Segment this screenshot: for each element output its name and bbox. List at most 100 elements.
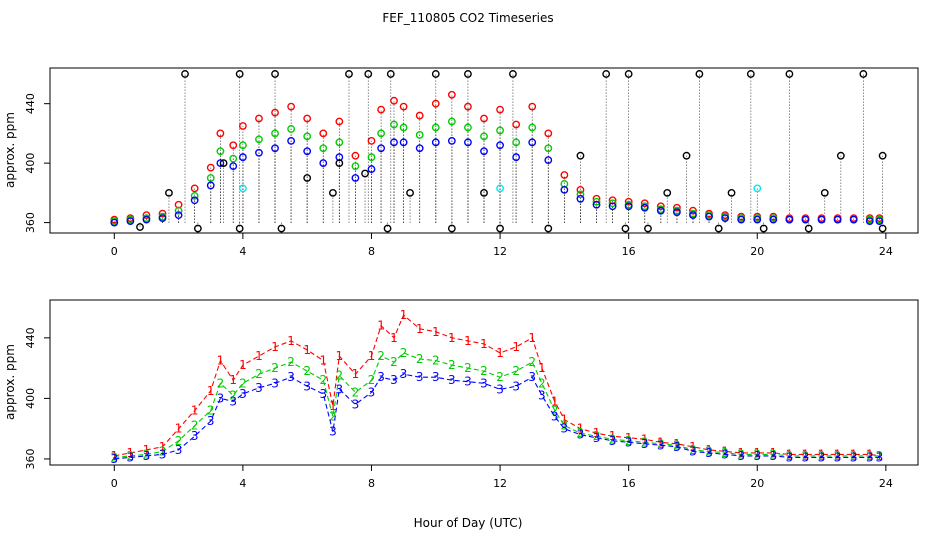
point-level-2 bbox=[464, 123, 472, 132]
series-marker-2: 2 bbox=[641, 435, 649, 449]
series-marker-3: 3 bbox=[336, 382, 344, 396]
point-raw-extremes bbox=[804, 224, 813, 233]
point-level-3 bbox=[287, 136, 296, 145]
point-raw-extremes bbox=[464, 70, 472, 78]
series-marker-2: 2 bbox=[207, 404, 215, 418]
point-level-1 bbox=[496, 105, 504, 114]
series-marker-3: 3 bbox=[271, 376, 279, 390]
point-level-1 bbox=[431, 99, 440, 108]
point-level-3 bbox=[271, 144, 279, 153]
series-marker-3: 3 bbox=[721, 447, 729, 461]
series-marker-1: 1 bbox=[303, 343, 311, 357]
series-marker-2: 2 bbox=[689, 443, 697, 457]
top-panel-ylabel: approx. ppm bbox=[3, 112, 17, 188]
point-level-3 bbox=[399, 138, 408, 147]
series-marker-1: 1 bbox=[159, 440, 167, 454]
series-marker-2: 2 bbox=[159, 444, 167, 458]
series-marker-1: 1 bbox=[143, 443, 151, 457]
series-marker-3: 3 bbox=[303, 379, 311, 393]
series-marker-2: 2 bbox=[876, 449, 884, 463]
series-marker-1: 1 bbox=[368, 349, 376, 363]
point-raw-extremes bbox=[181, 70, 189, 78]
series-marker-1: 1 bbox=[217, 354, 225, 368]
point-raw-extremes bbox=[431, 70, 440, 78]
point-outliers bbox=[496, 184, 504, 193]
point-raw-extremes bbox=[859, 70, 868, 78]
series-marker-3: 3 bbox=[110, 452, 118, 466]
series-marker-2: 2 bbox=[538, 376, 546, 390]
series-marker-3: 3 bbox=[802, 450, 810, 464]
point-raw-extremes bbox=[682, 151, 691, 160]
point-level-3 bbox=[158, 214, 167, 223]
point-raw-extremes bbox=[820, 188, 829, 197]
point-raw-extremes bbox=[496, 224, 504, 233]
series-marker-1: 1 bbox=[127, 446, 135, 460]
top-x-tick-label: 0 bbox=[111, 245, 118, 258]
series-marker-2: 2 bbox=[866, 449, 874, 463]
bottom-panel-ylabel: approx. ppm bbox=[3, 344, 17, 420]
point-raw-extremes bbox=[714, 224, 723, 233]
point-level-3 bbox=[367, 165, 376, 173]
series-marker-2: 2 bbox=[127, 449, 135, 463]
point-level-1 bbox=[544, 129, 553, 138]
series-marker-2: 2 bbox=[721, 446, 729, 460]
point-raw-extremes bbox=[644, 224, 652, 233]
point-level-3 bbox=[769, 215, 778, 224]
series-marker-1: 1 bbox=[377, 319, 385, 333]
point-raw-extremes bbox=[480, 188, 488, 197]
series-marker-2: 2 bbox=[336, 369, 344, 383]
point-level-2 bbox=[174, 206, 183, 215]
point-raw-extremes bbox=[785, 70, 794, 78]
point-level-1 bbox=[464, 102, 472, 111]
series-marker-1: 1 bbox=[689, 440, 697, 454]
series-marker-2: 2 bbox=[143, 447, 151, 461]
series-marker-2: 2 bbox=[480, 364, 488, 378]
point-level-2 bbox=[480, 132, 488, 141]
point-level-3 bbox=[206, 181, 215, 190]
bottom-x-tick-label: 24 bbox=[879, 477, 893, 490]
point-level-3 bbox=[319, 159, 328, 168]
series-marker-2: 2 bbox=[239, 376, 247, 390]
series-marker-3: 3 bbox=[207, 414, 215, 428]
point-raw-extremes bbox=[303, 174, 312, 182]
point-level-3 bbox=[303, 147, 312, 156]
point-level-1 bbox=[415, 111, 424, 120]
point-raw-extremes bbox=[193, 224, 202, 233]
bottom-y-tick-label: 360 bbox=[24, 448, 37, 469]
top-x-tick-label: 24 bbox=[879, 245, 893, 258]
point-level-2 bbox=[431, 123, 440, 132]
series-marker-3: 3 bbox=[538, 388, 546, 402]
series-marker-2: 2 bbox=[448, 358, 456, 372]
series-marker-2: 2 bbox=[818, 449, 826, 463]
series-marker-1: 1 bbox=[866, 447, 874, 461]
point-level-2 bbox=[576, 190, 585, 199]
series-marker-2: 2 bbox=[496, 370, 504, 384]
series-marker-2: 2 bbox=[770, 447, 778, 461]
point-raw-extremes bbox=[345, 70, 353, 78]
series-marker-3: 3 bbox=[287, 370, 295, 384]
series-marker-1: 1 bbox=[834, 447, 842, 461]
point-level-2 bbox=[544, 144, 553, 153]
series-marker-2: 2 bbox=[657, 437, 665, 451]
series-marker-2: 2 bbox=[352, 385, 360, 399]
point-raw-extremes bbox=[383, 224, 392, 233]
series-marker-1: 1 bbox=[352, 367, 360, 381]
point-raw-extremes bbox=[386, 70, 395, 78]
point-level-3 bbox=[875, 217, 884, 226]
point-level-2 bbox=[206, 174, 215, 182]
top-x-tick-label: 20 bbox=[750, 245, 764, 258]
point-level-1 bbox=[399, 102, 408, 111]
point-raw-extremes bbox=[544, 224, 553, 233]
bottom-x-tick-label: 8 bbox=[368, 477, 375, 490]
series-marker-3: 3 bbox=[866, 450, 874, 464]
series-marker-3: 3 bbox=[528, 370, 536, 384]
point-level-2 bbox=[447, 117, 456, 126]
point-level-3 bbox=[576, 194, 585, 203]
series-marker-2: 2 bbox=[255, 367, 263, 381]
series-marker-3: 3 bbox=[737, 449, 745, 463]
point-level-2 bbox=[592, 197, 601, 206]
point-level-3 bbox=[833, 215, 842, 224]
point-raw-extremes bbox=[576, 151, 585, 160]
series-marker-3: 3 bbox=[416, 370, 424, 384]
